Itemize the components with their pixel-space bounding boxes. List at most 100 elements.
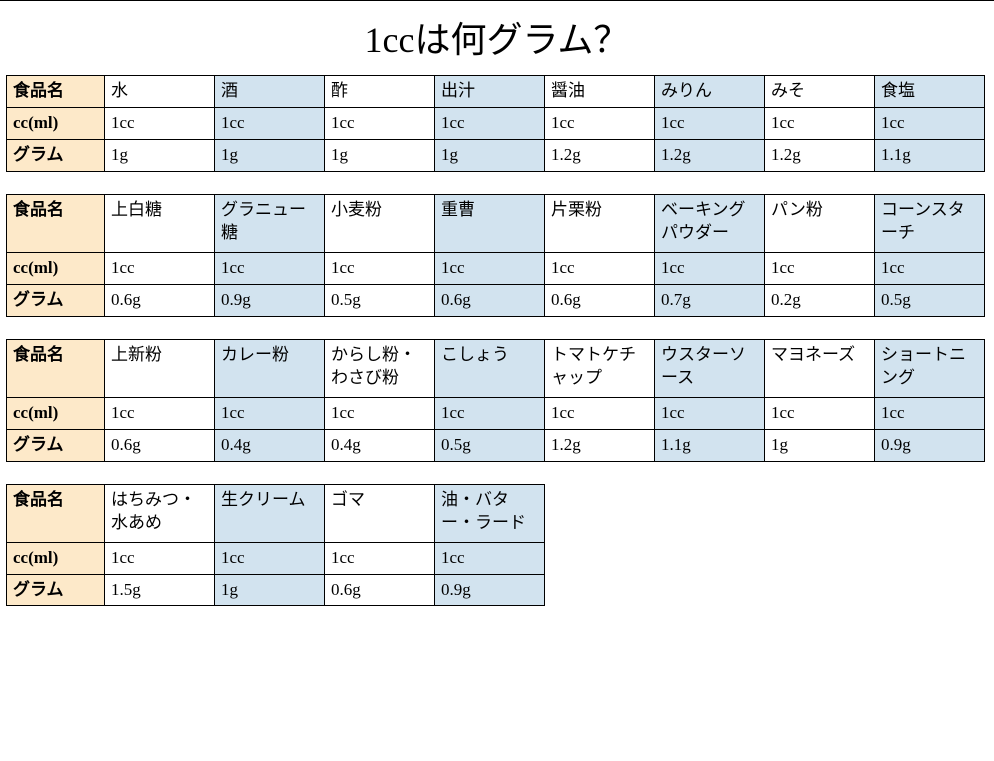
cell-name: パン粉 [765,194,875,252]
cell-name: 片栗粉 [545,194,655,252]
table-row: cc(ml)1cc1cc1cc1cc [7,542,545,574]
row-header-gram: グラム [7,574,105,606]
row-header-cc: cc(ml) [7,542,105,574]
cell-cc: 1cc [105,252,215,284]
cell-gram: 1g [325,139,435,171]
cell-name: ウスターソース [655,339,765,397]
cell-cc: 1cc [325,542,435,574]
row-header-name: 食品名 [7,194,105,252]
row-header-cc: cc(ml) [7,252,105,284]
cell-gram: 0.9g [875,429,985,461]
cell-cc: 1cc [435,542,545,574]
cell-name: からし粉・わさび粉 [325,339,435,397]
cell-cc: 1cc [765,252,875,284]
cell-cc: 1cc [545,252,655,284]
cell-cc: 1cc [435,252,545,284]
cell-name: 油・バター・ラード [435,484,545,542]
cell-gram: 1g [215,139,325,171]
cell-name: こしょう [435,339,545,397]
cell-cc: 1cc [765,397,875,429]
cell-cc: 1cc [105,542,215,574]
cell-cc: 1cc [765,107,875,139]
cell-name: ショートニング [875,339,985,397]
cell-cc: 1cc [655,252,765,284]
cell-gram: 1.2g [545,429,655,461]
row-header-gram: グラム [7,284,105,316]
cell-gram: 1.1g [875,139,985,171]
cell-gram: 1g [105,139,215,171]
tables-container: 食品名水酒酢出汁醤油みりんみそ食塩cc(ml)1cc1cc1cc1cc1cc1c… [0,75,994,606]
cell-name: カレー粉 [215,339,325,397]
table-row: 食品名はちみつ・水あめ生クリームゴマ油・バター・ラード [7,484,545,542]
cell-cc: 1cc [875,107,985,139]
cell-name: 酒 [215,76,325,108]
row-header-gram: グラム [7,139,105,171]
cell-name: 上新粉 [105,339,215,397]
cell-gram: 0.6g [105,284,215,316]
table-row: グラム0.6g0.4g0.4g0.5g1.2g1.1g1g0.9g [7,429,985,461]
row-header-gram: グラム [7,429,105,461]
cell-cc: 1cc [435,107,545,139]
table-row: 食品名上白糖グラニュー糖小麦粉重曹片栗粉ベーキングパウダーパン粉コーンスターチ [7,194,985,252]
cell-name: コーンスターチ [875,194,985,252]
cell-cc: 1cc [655,107,765,139]
cell-name: マヨネーズ [765,339,875,397]
cell-cc: 1cc [105,107,215,139]
cell-gram: 0.5g [435,429,545,461]
cell-name: グラニュー糖 [215,194,325,252]
cell-gram: 1g [435,139,545,171]
cell-name: みりん [655,76,765,108]
cell-cc: 1cc [215,397,325,429]
cell-name: はちみつ・水あめ [105,484,215,542]
cell-cc: 1cc [215,542,325,574]
cell-gram: 0.4g [325,429,435,461]
table-row: cc(ml)1cc1cc1cc1cc1cc1cc1cc1cc [7,397,985,429]
row-header-cc: cc(ml) [7,397,105,429]
page: 1ccは何グラム？ 食品名水酒酢出汁醤油みりんみそ食塩cc(ml)1cc1cc1… [0,0,994,636]
table-row: cc(ml)1cc1cc1cc1cc1cc1cc1cc1cc [7,107,985,139]
table-row: グラム1.5g1g0.6g0.9g [7,574,545,606]
table-row: cc(ml)1cc1cc1cc1cc1cc1cc1cc1cc [7,252,985,284]
cell-name: ゴマ [325,484,435,542]
conversion-table: 食品名はちみつ・水あめ生クリームゴマ油・バター・ラードcc(ml)1cc1cc1… [6,484,545,607]
table-row: 食品名水酒酢出汁醤油みりんみそ食塩 [7,76,985,108]
conversion-table: 食品名上白糖グラニュー糖小麦粉重曹片栗粉ベーキングパウダーパン粉コーンスターチc… [6,194,985,317]
cell-gram: 0.9g [435,574,545,606]
cell-gram: 0.2g [765,284,875,316]
cell-cc: 1cc [875,252,985,284]
cell-name: 水 [105,76,215,108]
cell-cc: 1cc [325,252,435,284]
cell-gram: 1.2g [545,139,655,171]
cell-gram: 0.6g [545,284,655,316]
cell-cc: 1cc [105,397,215,429]
cell-name: 小麦粉 [325,194,435,252]
row-header-name: 食品名 [7,76,105,108]
cell-name: 醤油 [545,76,655,108]
cell-name: みそ [765,76,875,108]
cell-name: 食塩 [875,76,985,108]
cell-gram: 1.2g [655,139,765,171]
cell-gram: 1g [215,574,325,606]
table-row: 食品名上新粉カレー粉からし粉・わさび粉こしょうトマトケチャップウスターソースマヨ… [7,339,985,397]
cell-name: 酢 [325,76,435,108]
cell-cc: 1cc [655,397,765,429]
cell-cc: 1cc [215,107,325,139]
cell-name: 出汁 [435,76,545,108]
conversion-table: 食品名上新粉カレー粉からし粉・わさび粉こしょうトマトケチャップウスターソースマヨ… [6,339,985,462]
cell-name: 上白糖 [105,194,215,252]
cell-cc: 1cc [215,252,325,284]
cell-cc: 1cc [325,107,435,139]
cell-gram: 1.5g [105,574,215,606]
conversion-table: 食品名水酒酢出汁醤油みりんみそ食塩cc(ml)1cc1cc1cc1cc1cc1c… [6,75,985,172]
cell-gram: 1.1g [655,429,765,461]
cell-cc: 1cc [325,397,435,429]
table-row: グラム1g1g1g1g1.2g1.2g1.2g1.1g [7,139,985,171]
cell-cc: 1cc [545,397,655,429]
cell-gram: 0.6g [435,284,545,316]
table-row: グラム0.6g0.9g0.5g0.6g0.6g0.7g0.2g0.5g [7,284,985,316]
cell-name: ベーキングパウダー [655,194,765,252]
cell-name: 生クリーム [215,484,325,542]
row-header-name: 食品名 [7,339,105,397]
cell-gram: 1g [765,429,875,461]
cell-cc: 1cc [545,107,655,139]
